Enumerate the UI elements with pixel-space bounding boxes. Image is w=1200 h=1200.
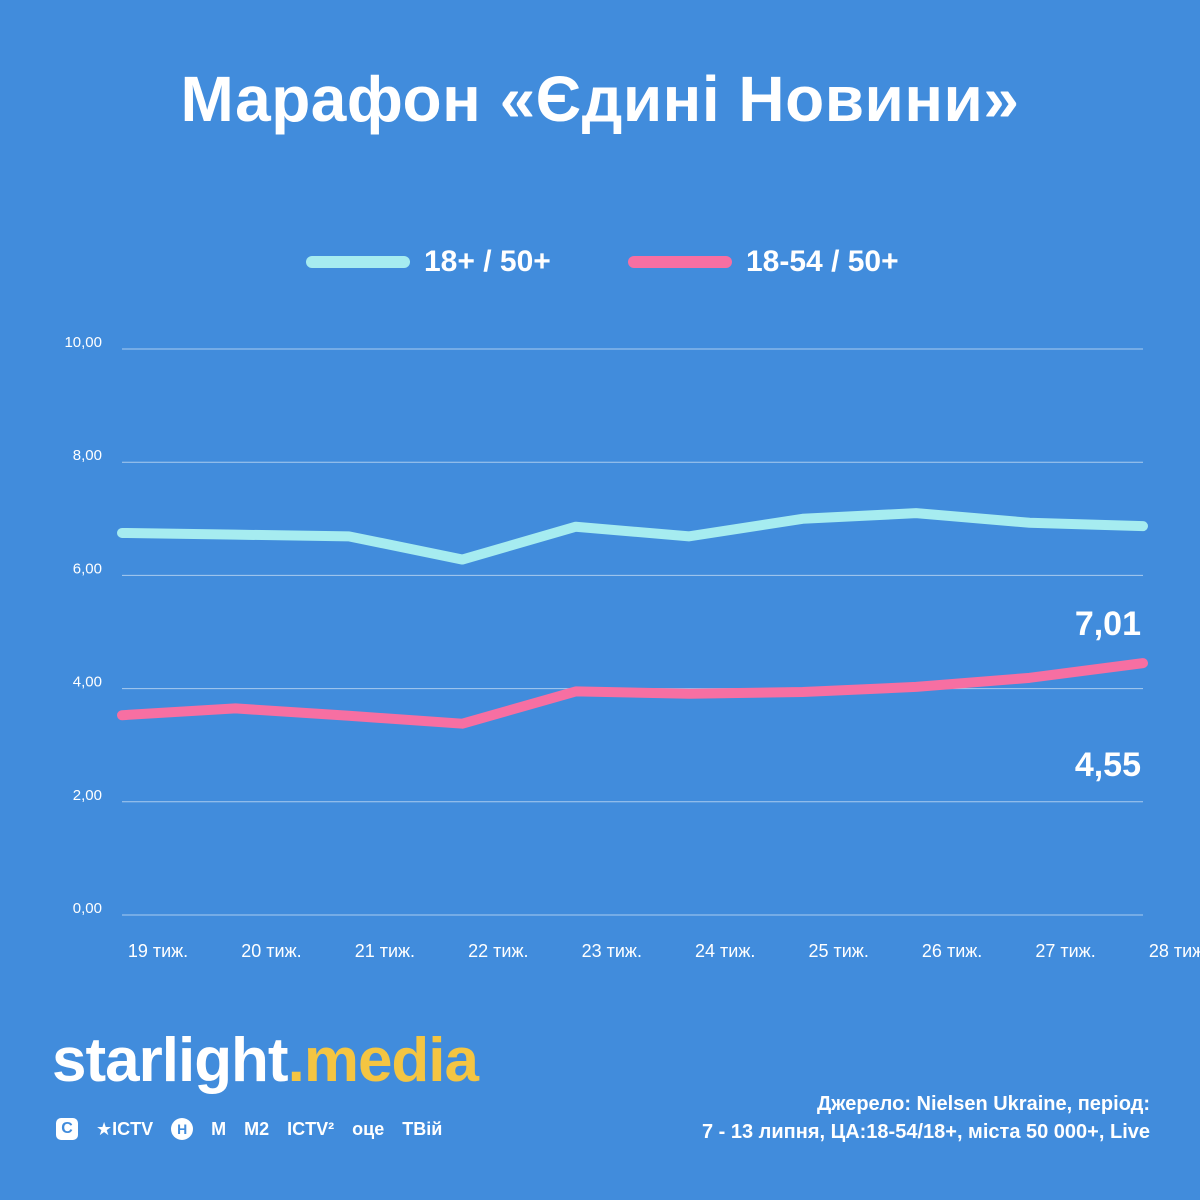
channel-logo-2: ★ICTV [96,1118,154,1139]
data-point-series-1 [1142,525,1144,527]
channel-logo-5: M2 [244,1118,270,1139]
legend-label-series-1: 18+ / 50+ [424,245,551,278]
channel-logo-1: C [56,1118,78,1140]
data-point-series-1 [461,559,463,561]
line-chart: 0,00 2,00 4,00 6,00 8,00 10,00 19 тиж. 20 тиж. 2… [64,334,1200,961]
x-tick-label: 20 тиж. [241,941,301,961]
y-tick-label: 10,00 [64,334,102,351]
end-value-label-2: 4,55 [1075,746,1141,784]
legend: 18+ / 50+ 18-54 / 50+ [0,240,1200,284]
legend-item-series-2: 18-54 / 50+ [628,240,899,284]
channel-logo-8: ТВій [402,1118,443,1139]
channel-logo-4: M [211,1118,227,1139]
y-tick-label: 8,00 [73,447,102,464]
data-point-series-2 [348,715,350,717]
logo-text-part2: .media [287,1026,479,1095]
source-line-2: 7 - 13 липня, ЦА:18-54/18+, міста 50 000… [701,1121,1150,1143]
series-line-1 [117,508,1148,565]
data-point-series-2 [575,690,577,692]
data-point-series-2 [1029,677,1031,679]
data-point-series-1 [575,526,577,528]
chart-title: Марафон «Єдині Новини» [180,63,1020,135]
y-tick-label: 4,00 [73,674,102,691]
end-value-label-1: 7,01 [1075,605,1141,643]
channel-logo-3: H [171,1118,194,1140]
data-point-series-2 [121,714,123,716]
channel-logo-6: ICTV² [287,1118,335,1139]
y-tick-label: 0,00 [73,900,102,917]
data-point-series-2 [688,693,690,695]
source-line-1: Джерело: Nielsen Ukraine, період: [817,1093,1150,1115]
y-tick-label: 6,00 [73,560,102,577]
x-tick-label: 19 тиж. [128,941,188,961]
x-tick-label: 21 тиж. [355,941,415,961]
series-line-2 [117,658,1148,729]
data-point-series-2 [802,691,804,693]
data-point-series-2 [461,723,463,725]
data-point-series-2 [234,707,236,709]
legend-swatch-series-2 [628,256,732,268]
y-tick-label: 2,00 [73,787,102,804]
x-tick-label: 23 тиж. [582,941,642,961]
x-tick-label: 27 тиж. [1035,941,1095,961]
x-tick-label: 26 тиж. [922,941,982,961]
data-point-series-1 [348,535,350,537]
data-point-series-1 [802,518,804,520]
x-tick-label: 28 тиж. [1149,941,1200,961]
channel-logo-7: оце [352,1118,385,1139]
data-point-series-1 [915,512,917,514]
data-point-series-2 [915,686,917,688]
data-point-series-2 [1142,662,1144,664]
x-tick-label: 25 тиж. [808,941,868,961]
data-point-series-1 [1029,522,1031,524]
x-tick-label: 24 тиж. [695,941,755,961]
data-point-series-1 [234,534,236,536]
channel-logos: C ★ICTV H M M2 ICTV² оце ТВій [56,1118,442,1140]
x-tick-label: 22 тиж. [468,941,528,961]
legend-label-series-2: 18-54 / 50+ [746,245,899,278]
data-point-series-1 [688,535,690,537]
data-point-series-1 [121,532,123,534]
brand-logo: starlight.media [52,1030,479,1092]
logo-text-part1: starlight [52,1026,289,1095]
source-note: Джерело: Nielsen Ukraine, період: 7 - 13… [702,1090,1150,1146]
legend-swatch-series-1 [306,256,410,268]
legend-item-series-1: 18+ / 50+ [306,240,551,284]
